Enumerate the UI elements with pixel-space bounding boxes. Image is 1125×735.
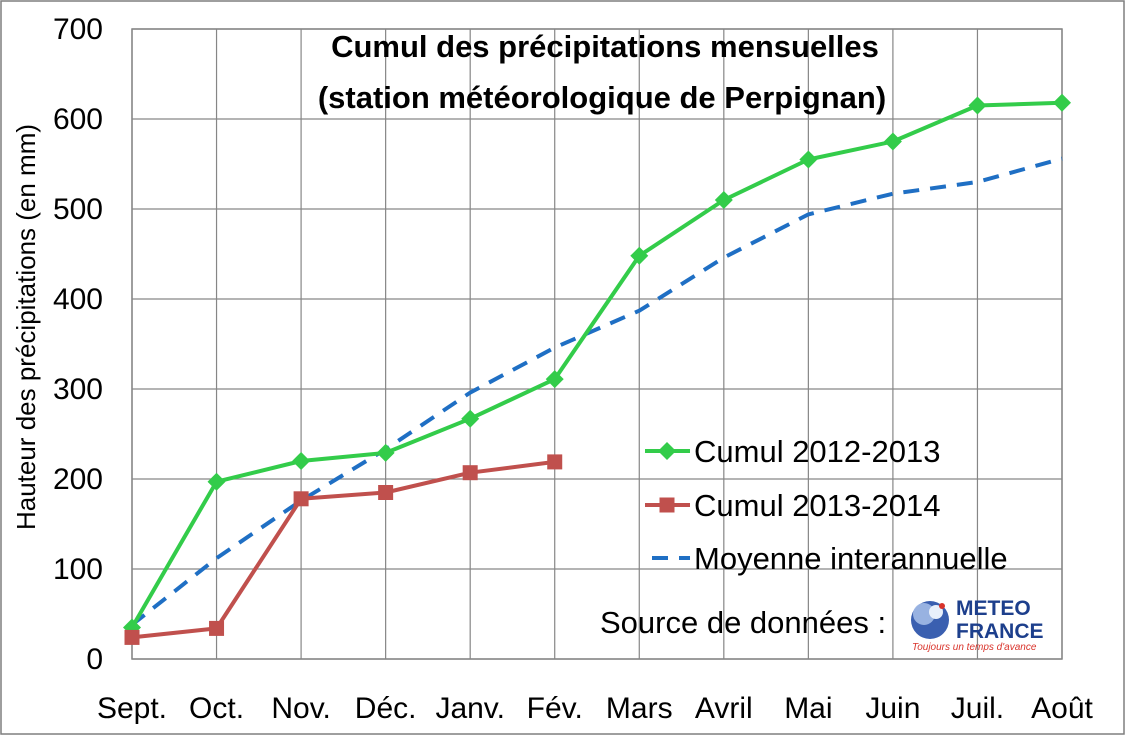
data-point-diamond	[968, 96, 987, 115]
data-point-diamond	[1053, 93, 1071, 112]
x-tick-label: Déc.	[355, 692, 417, 725]
y-tick-label: 600	[53, 103, 103, 136]
meteo-france-globe-icon	[911, 601, 949, 639]
y-tick-label: 0	[86, 643, 103, 676]
data-point-diamond	[883, 132, 902, 151]
data-point-square	[124, 629, 140, 645]
legend-label: Moyenne interannuelle	[694, 541, 1008, 576]
x-tick-label: Juil.	[951, 692, 1004, 725]
y-tick-label: 200	[53, 463, 103, 496]
data-point-square	[293, 491, 309, 507]
x-tick-label: Sept.	[97, 692, 167, 725]
series-moyenne-interannuelle	[130, 156, 1063, 627]
x-tick-label: Oct.	[189, 692, 244, 725]
x-tick-label: Mai	[784, 692, 832, 725]
data-point-diamond	[714, 191, 733, 209]
legend: Cumul 2012-2013 Cumul 2013-2014 Moyenne in…	[645, 434, 1008, 576]
series-line	[130, 156, 1063, 627]
series-line	[131, 459, 555, 640]
data-point-diamond	[207, 472, 226, 491]
y-tick-label: 400	[53, 283, 103, 316]
data-point-square	[209, 620, 225, 636]
chart-title-line-2: (station météorologique de Perpignan)	[318, 80, 886, 115]
data-point-diamond	[799, 150, 818, 169]
x-tick-label: Avril	[695, 692, 753, 725]
x-tick-label: Fév.	[527, 692, 583, 725]
legend-label: Cumul 2012-2013	[694, 434, 940, 469]
data-point-diamond	[461, 409, 480, 428]
data-point-square	[547, 454, 563, 470]
x-tick-label: Août	[1031, 692, 1093, 725]
logo-line-1: METEO	[956, 597, 1031, 620]
series-layer	[123, 93, 1071, 645]
legend-item: Cumul 2013-2014	[645, 488, 940, 523]
y-tick-label: 700	[53, 13, 103, 46]
x-axis-ticks: Sept. Oct. Nov. Déc. Janv. Fév. Mars Avril Mai Ju…	[97, 692, 1094, 725]
series-cumul-2013-2014	[124, 454, 563, 645]
data-point-square	[462, 465, 478, 481]
legend-item: Moyenne interannuelle	[652, 541, 1008, 576]
y-axis-ticks: 0 100 200 300 400 500 600 700	[53, 13, 103, 676]
legend-marker	[659, 497, 675, 513]
logo-line-2: FRANCE	[956, 620, 1044, 643]
legend-marker	[658, 442, 676, 460]
data-point-diamond	[545, 370, 564, 389]
x-tick-label: Nov.	[271, 692, 330, 725]
legend-label: Cumul 2013-2014	[694, 488, 940, 523]
x-tick-label: Janv.	[435, 692, 504, 725]
y-tick-label: 500	[53, 193, 103, 226]
data-point-diamond	[376, 443, 395, 462]
y-axis-label: Hauteur des précipitations (en mm)	[11, 124, 41, 530]
data-point-diamond	[292, 452, 311, 470]
chart-title-line-1: Cumul des précipitations mensuelles	[331, 29, 879, 64]
data-point-square	[378, 485, 394, 500]
y-tick-label: 300	[53, 373, 103, 406]
y-tick-label: 100	[53, 553, 103, 586]
data-point-diamond	[630, 246, 649, 265]
meteo-france-logo: METEO FRANCE Toujours un temps d'avance	[911, 597, 1044, 653]
logo-tagline: Toujours un temps d'avance	[912, 642, 1037, 653]
x-tick-label: Mars	[606, 692, 673, 725]
series-line	[130, 100, 1063, 629]
legend-item: Cumul 2012-2013	[645, 434, 940, 469]
x-tick-label: Juin	[865, 692, 920, 725]
source-label: Source de données :	[600, 605, 886, 640]
